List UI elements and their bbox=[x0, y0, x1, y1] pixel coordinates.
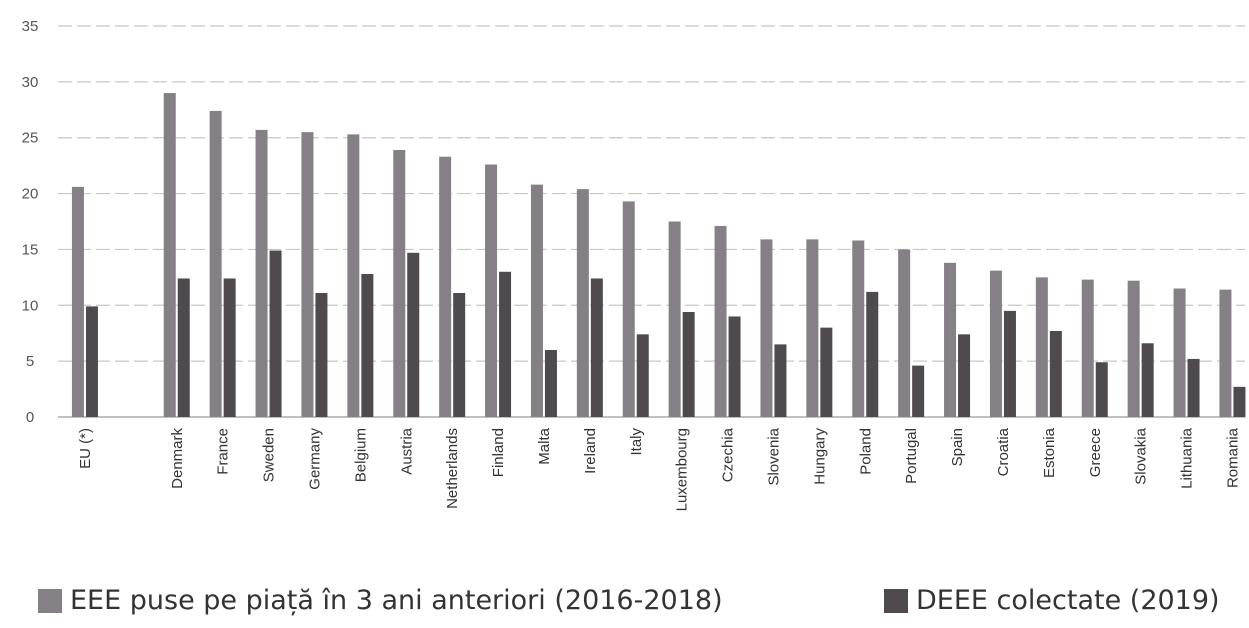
x-category-label: Finland bbox=[490, 428, 507, 477]
bar-series-2 bbox=[85, 306, 98, 417]
y-tick-label: 5 bbox=[26, 353, 34, 370]
bar-series-1 bbox=[1173, 288, 1186, 417]
x-category-label: Estonia bbox=[1041, 427, 1058, 478]
bar-series-1 bbox=[255, 129, 268, 417]
bar-series-2 bbox=[315, 292, 328, 417]
bar-series-1 bbox=[530, 184, 543, 417]
x-category-label: Croatia bbox=[995, 427, 1012, 476]
y-tick-label: 0 bbox=[26, 409, 34, 426]
bar-series-2 bbox=[1187, 358, 1200, 417]
x-category-label: Belgium bbox=[352, 428, 369, 482]
bar-series-1 bbox=[714, 225, 727, 417]
x-category-label: Portugal bbox=[903, 428, 920, 484]
bar-series-2 bbox=[728, 316, 741, 417]
bar-series-2 bbox=[544, 349, 557, 417]
x-category-label: Slovenia bbox=[765, 427, 782, 485]
legend-item-series-2: DEEE colectate (2019) bbox=[884, 585, 1220, 616]
x-category-label: Sweden bbox=[261, 428, 278, 482]
bar-series-2 bbox=[1141, 343, 1154, 417]
bar-series-1 bbox=[393, 150, 406, 417]
x-category-label: Greece bbox=[1087, 428, 1104, 477]
bar-series-2 bbox=[1233, 386, 1246, 417]
bar-series-2 bbox=[407, 252, 420, 417]
bar-series-1 bbox=[668, 221, 681, 417]
legend-label-series-1: EEE puse pe piață în 3 ani anteriori (20… bbox=[70, 585, 723, 616]
x-category-label: Romania bbox=[1224, 427, 1241, 488]
y-tick-label: 25 bbox=[22, 130, 39, 147]
bar-series-2 bbox=[269, 250, 282, 417]
x-category-label: Hungary bbox=[811, 428, 828, 485]
bar-series-1 bbox=[989, 270, 1002, 417]
bar-series-2 bbox=[774, 344, 787, 417]
bar-series-1 bbox=[1127, 280, 1140, 417]
bar-series-2 bbox=[223, 278, 236, 417]
x-category-label: Austria bbox=[398, 427, 415, 474]
bar-series-2 bbox=[682, 311, 695, 417]
legend-label-series-2: DEEE colectate (2019) bbox=[916, 585, 1220, 616]
bar-series-2 bbox=[177, 278, 190, 417]
x-category-label: France bbox=[215, 428, 232, 475]
x-category-label: Netherlands bbox=[444, 428, 461, 509]
bar-series-1 bbox=[622, 201, 635, 417]
bar-series-2 bbox=[1003, 310, 1016, 417]
bar-series-2 bbox=[590, 278, 603, 417]
x-category-label: Czechia bbox=[720, 427, 737, 482]
y-tick-label: 20 bbox=[22, 186, 39, 203]
x-category-label: Poland bbox=[857, 428, 874, 475]
x-category-label: EU (*) bbox=[77, 428, 94, 469]
bar-series-2 bbox=[912, 365, 925, 417]
legend-item-series-1: EEE puse pe piață în 3 ani anteriori (20… bbox=[38, 585, 723, 616]
bar-series-1 bbox=[71, 186, 84, 417]
bar-series-1 bbox=[439, 156, 452, 417]
x-category-label: Malta bbox=[536, 427, 553, 464]
bar-series-2 bbox=[636, 334, 649, 417]
bar-series-1 bbox=[301, 132, 314, 417]
bar-series-1 bbox=[852, 240, 865, 417]
bar-series-2 bbox=[361, 274, 374, 417]
x-category-label: Germany bbox=[306, 428, 323, 490]
bar-series-2 bbox=[1095, 362, 1108, 417]
bar-series-2 bbox=[958, 334, 971, 417]
y-tick-label: 35 bbox=[22, 18, 39, 35]
bar-series-1 bbox=[209, 110, 222, 417]
bar-series-2 bbox=[1049, 330, 1062, 417]
x-category-label: Ireland bbox=[582, 428, 599, 474]
x-category-label: Slovakia bbox=[1133, 427, 1150, 484]
bar-series-2 bbox=[820, 327, 833, 417]
x-category-label: Lithuania bbox=[1179, 427, 1196, 489]
legend: EEE puse pe piață în 3 ani anteriori (20… bbox=[0, 585, 1249, 621]
bar-series-2 bbox=[499, 271, 512, 417]
bar-series-1 bbox=[944, 262, 957, 417]
bar-series-1 bbox=[485, 164, 498, 417]
bar-series-1 bbox=[1081, 279, 1094, 417]
x-category-label: Spain bbox=[949, 428, 966, 466]
y-tick-label: 15 bbox=[22, 241, 39, 258]
bar-series-1 bbox=[163, 93, 176, 418]
legend-swatch-series-2 bbox=[884, 588, 908, 613]
x-category-label: Luxembourg bbox=[674, 428, 691, 511]
bar-series-1 bbox=[576, 189, 589, 417]
bar-series-1 bbox=[347, 134, 360, 417]
bar-series-1 bbox=[898, 249, 911, 417]
bar-series-2 bbox=[453, 292, 466, 417]
bar-series-1 bbox=[806, 239, 819, 417]
bar-series-1 bbox=[1035, 277, 1048, 417]
x-category-label: Italy bbox=[628, 428, 645, 456]
x-category-label: Denmark bbox=[169, 428, 186, 489]
bar-series-1 bbox=[1219, 289, 1232, 417]
bar-series-1 bbox=[760, 239, 773, 417]
y-tick-label: 30 bbox=[22, 74, 39, 91]
y-tick-label: 10 bbox=[22, 297, 39, 314]
legend-swatch-series-1 bbox=[38, 588, 62, 613]
bar-series-2 bbox=[866, 291, 879, 417]
